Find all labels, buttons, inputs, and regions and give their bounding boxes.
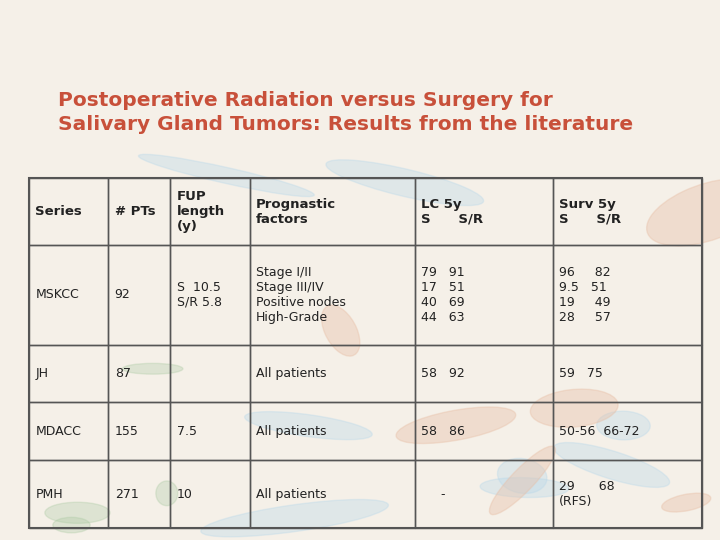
Text: 271: 271 bbox=[114, 488, 138, 501]
Text: -: - bbox=[421, 488, 446, 501]
Text: 96     82
9.5   51
19     49
28     57: 96 82 9.5 51 19 49 28 57 bbox=[559, 266, 611, 323]
Text: FUP
length
(y): FUP length (y) bbox=[176, 190, 225, 233]
Bar bbox=[552, 402, 702, 460]
Ellipse shape bbox=[597, 411, 650, 440]
Text: 59   75: 59 75 bbox=[559, 367, 603, 380]
Bar bbox=[552, 460, 702, 528]
Text: MDACC: MDACC bbox=[35, 424, 81, 437]
Text: Prognastic
factors: Prognastic factors bbox=[256, 198, 336, 226]
Ellipse shape bbox=[662, 493, 711, 512]
Bar bbox=[108, 402, 170, 460]
Bar bbox=[29, 245, 108, 345]
Bar bbox=[250, 345, 415, 402]
Bar bbox=[108, 345, 170, 402]
Text: JH: JH bbox=[35, 367, 48, 380]
Bar bbox=[170, 345, 250, 402]
Bar bbox=[108, 178, 170, 245]
Bar bbox=[250, 245, 415, 345]
Bar bbox=[108, 245, 170, 345]
Text: Series: Series bbox=[35, 205, 82, 218]
Bar bbox=[552, 345, 702, 402]
Text: 10: 10 bbox=[176, 488, 192, 501]
Bar bbox=[250, 402, 415, 460]
Ellipse shape bbox=[490, 446, 555, 515]
Ellipse shape bbox=[122, 363, 183, 374]
Ellipse shape bbox=[322, 305, 360, 356]
Bar bbox=[415, 245, 552, 345]
Text: All patients: All patients bbox=[256, 367, 327, 380]
Ellipse shape bbox=[156, 481, 178, 505]
Bar bbox=[170, 460, 250, 528]
Text: 79   91
17   51
40   69
44   63: 79 91 17 51 40 69 44 63 bbox=[421, 266, 465, 323]
Bar bbox=[170, 402, 250, 460]
Bar bbox=[170, 178, 250, 245]
Text: LC 5y
S      S/R: LC 5y S S/R bbox=[421, 198, 483, 226]
Text: Surv 5y
S      S/R: Surv 5y S S/R bbox=[559, 198, 621, 226]
Bar bbox=[415, 460, 552, 528]
Ellipse shape bbox=[45, 502, 110, 523]
Text: MSKCC: MSKCC bbox=[35, 288, 79, 301]
Bar bbox=[29, 402, 108, 460]
Ellipse shape bbox=[138, 154, 314, 197]
Bar bbox=[552, 178, 702, 245]
Text: 7.5: 7.5 bbox=[176, 424, 197, 437]
Bar bbox=[552, 245, 702, 345]
Bar bbox=[29, 460, 108, 528]
Ellipse shape bbox=[647, 179, 720, 246]
Ellipse shape bbox=[201, 500, 388, 537]
Ellipse shape bbox=[53, 517, 90, 533]
Bar bbox=[250, 178, 415, 245]
Ellipse shape bbox=[531, 389, 618, 427]
Text: PMH: PMH bbox=[35, 488, 63, 501]
Ellipse shape bbox=[326, 160, 484, 206]
Bar bbox=[415, 402, 552, 460]
Ellipse shape bbox=[498, 458, 547, 494]
Bar bbox=[170, 245, 250, 345]
Text: 29      68
(RFS): 29 68 (RFS) bbox=[559, 480, 615, 508]
Ellipse shape bbox=[480, 478, 569, 497]
Bar bbox=[415, 178, 552, 245]
Bar bbox=[29, 178, 108, 245]
Text: Stage I/II
Stage III/IV
Positive nodes
High-Grade: Stage I/II Stage III/IV Positive nodes H… bbox=[256, 266, 346, 323]
Bar bbox=[108, 460, 170, 528]
Text: All patients: All patients bbox=[256, 488, 327, 501]
Text: All patients: All patients bbox=[256, 424, 327, 437]
Text: 155: 155 bbox=[114, 424, 138, 437]
Text: Postoperative Radiation versus Surgery for
Salivary Gland Tumors: Results from t: Postoperative Radiation versus Surgery f… bbox=[58, 91, 633, 134]
Bar bbox=[415, 345, 552, 402]
Text: 58   92: 58 92 bbox=[421, 367, 465, 380]
Text: 50-56  66-72: 50-56 66-72 bbox=[559, 424, 639, 437]
Ellipse shape bbox=[245, 411, 372, 440]
Ellipse shape bbox=[396, 407, 516, 443]
Text: 87: 87 bbox=[114, 367, 131, 380]
Ellipse shape bbox=[554, 443, 670, 488]
Bar bbox=[250, 460, 415, 528]
Text: # PTs: # PTs bbox=[114, 205, 156, 218]
Bar bbox=[29, 345, 108, 402]
Text: S  10.5
S/R 5.8: S 10.5 S/R 5.8 bbox=[176, 281, 222, 309]
Bar bbox=[29, 178, 702, 528]
Text: 58   86: 58 86 bbox=[421, 424, 465, 437]
Text: 92: 92 bbox=[114, 288, 130, 301]
